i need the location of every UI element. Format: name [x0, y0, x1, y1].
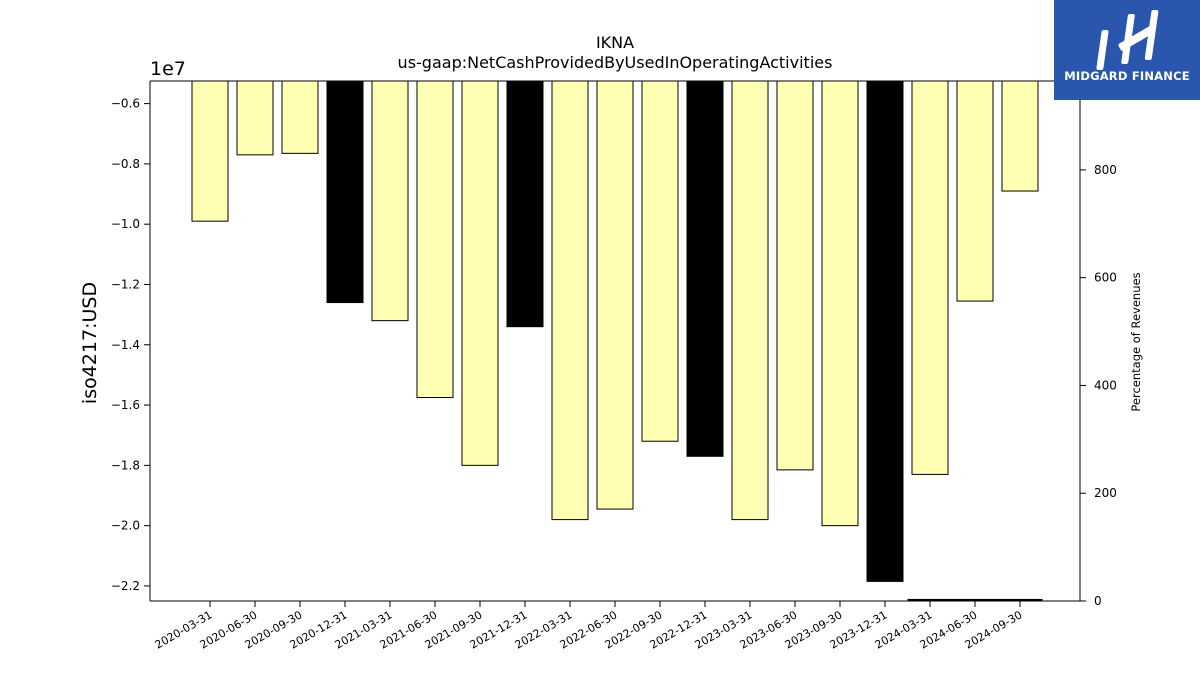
bar	[731, 80, 769, 521]
secondary-bar	[907, 598, 953, 601]
y-tick-label: −0.6	[111, 97, 140, 111]
brand-logo: MIDGARD FINANCE	[1054, 0, 1200, 100]
bar	[191, 80, 229, 222]
bar	[416, 80, 454, 399]
bar	[461, 80, 499, 466]
bar	[506, 80, 544, 328]
bar	[236, 80, 274, 156]
secondary-bar	[997, 598, 1043, 601]
y2-axis-label: Percentage of Revenues	[1129, 272, 1143, 411]
bar	[686, 80, 724, 457]
bars-layer	[191, 80, 1039, 582]
y-tick-label: −0.8	[111, 157, 140, 171]
bar	[821, 80, 859, 527]
bar	[551, 80, 589, 521]
y2-tick-label: 600	[1094, 271, 1117, 285]
y-tick-label: −2.2	[111, 579, 140, 593]
y-tick-label: −1.2	[111, 277, 140, 291]
midgard-logo-icon	[1096, 10, 1159, 70]
y-tick-label: −1.8	[111, 458, 140, 472]
bar	[911, 80, 949, 475]
y-tick-label: −1.0	[111, 217, 140, 231]
bar	[641, 80, 679, 442]
bar	[596, 80, 634, 510]
bar	[326, 80, 364, 304]
y-tick-label: −1.6	[111, 398, 140, 412]
y2-tick-label: 400	[1094, 378, 1117, 392]
chart-title: IKNA	[596, 33, 634, 52]
bar	[956, 80, 994, 302]
y2-tick-label: 0	[1094, 594, 1102, 608]
y-tick-label: −1.4	[111, 338, 140, 352]
y2-tick-label: 200	[1094, 486, 1117, 500]
chart-subtitle: us-gaap:NetCashProvidedByUsedInOperating…	[398, 53, 833, 72]
bar	[1001, 80, 1039, 192]
bar	[776, 80, 814, 471]
y-tick-label: −2.0	[111, 519, 140, 533]
secondary-series-layer	[907, 598, 1043, 601]
y2-tick-label: 800	[1094, 163, 1117, 177]
secondary-bar	[952, 598, 998, 601]
brand-name: MIDGARD FINANCE	[1064, 69, 1190, 83]
bar	[371, 80, 409, 322]
y-axis-label: iso4217:USD	[79, 282, 101, 404]
bar	[281, 80, 319, 154]
y-offset-label: 1e7	[150, 58, 186, 80]
bar	[866, 80, 904, 582]
